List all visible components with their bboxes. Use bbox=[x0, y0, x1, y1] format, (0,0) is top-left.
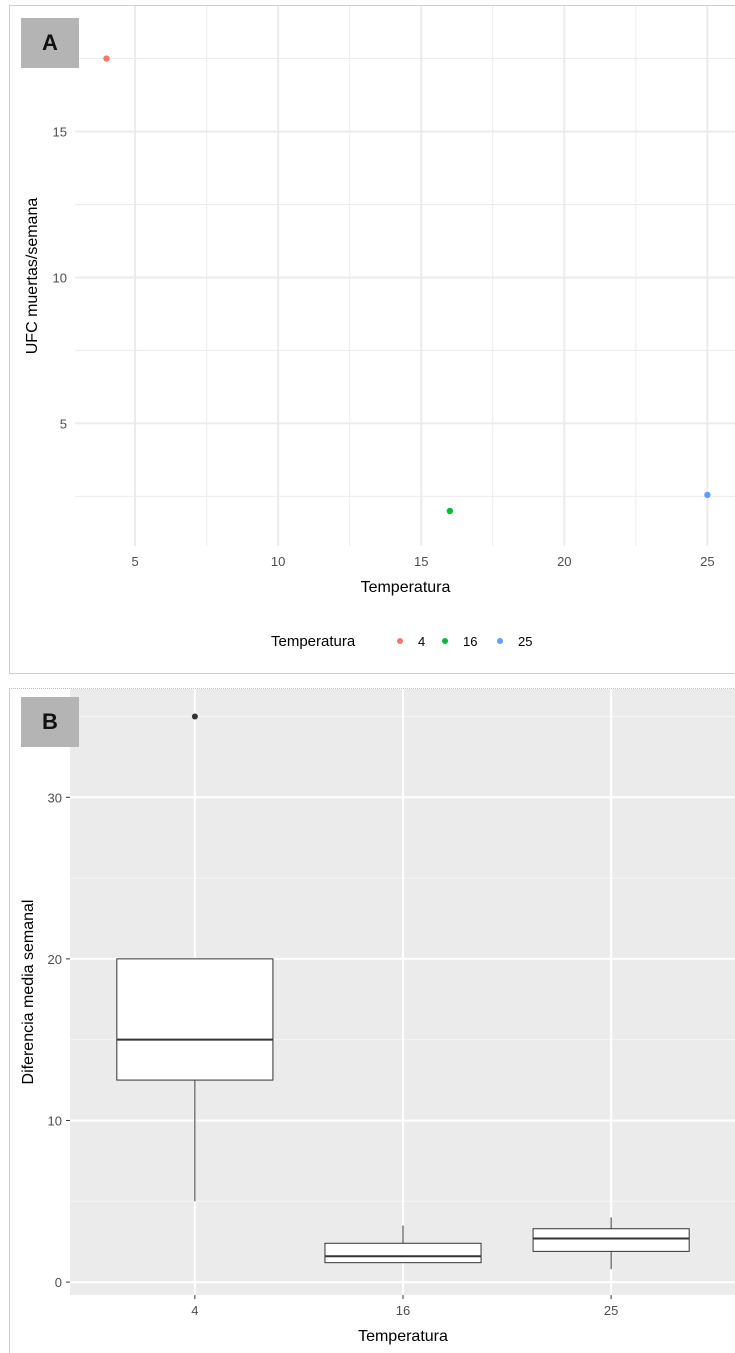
panel-b: 0 10 20 30 4 16 25 Temperatura Diferencia media … bbox=[9, 688, 735, 1353]
box-4 bbox=[116, 958, 274, 1081]
y-tick-label: 20 bbox=[48, 952, 62, 967]
y-tick-label: 0 bbox=[55, 1275, 62, 1290]
data-point-16 bbox=[446, 507, 454, 515]
x-axis-title: Temperatura bbox=[358, 1328, 448, 1345]
box-16 bbox=[324, 1242, 482, 1264]
x-axis-title: Temperatura bbox=[361, 579, 451, 596]
data-point-25 bbox=[704, 491, 711, 499]
legend-key-16 bbox=[442, 638, 448, 644]
x-tick-label: 25 bbox=[700, 554, 714, 569]
legend-key-4 bbox=[397, 638, 403, 644]
y-tick-label: 15 bbox=[53, 125, 67, 140]
y-axis-title: UFC muertas/semana bbox=[24, 198, 41, 355]
y-tick-label: 5 bbox=[60, 416, 67, 431]
x-tick-label: 15 bbox=[414, 554, 428, 569]
legend-label: 25 bbox=[518, 634, 532, 649]
y-tick-label: 30 bbox=[48, 790, 62, 805]
outlier-point bbox=[191, 713, 198, 720]
y-tick-label: 10 bbox=[53, 270, 67, 285]
legend-label: 16 bbox=[463, 634, 477, 649]
legend-key-25 bbox=[497, 638, 503, 644]
y-axis-title: Diferencia media semanal bbox=[20, 900, 37, 1085]
data-point-4 bbox=[103, 55, 110, 62]
x-tick-label: 16 bbox=[396, 1303, 410, 1318]
panel-a: 5 10 15 20 25 5 10 15 Temperatura UFC muertas/sem… bbox=[9, 5, 735, 674]
x-tick-label: 10 bbox=[271, 554, 285, 569]
x-tick-label: 5 bbox=[131, 554, 138, 569]
legend-title: Temperatura bbox=[271, 633, 356, 650]
y-tick-label: 10 bbox=[48, 1113, 62, 1128]
x-tick-label: 20 bbox=[557, 554, 571, 569]
panel-b-tag: B bbox=[21, 697, 79, 747]
x-tick-label: 4 bbox=[191, 1303, 198, 1318]
panel-a-tag: A bbox=[21, 18, 79, 68]
legend-label: 4 bbox=[418, 634, 425, 649]
boxplot-chart: 0 10 20 30 4 16 25 Temperatura Diferencia media … bbox=[20, 689, 735, 1345]
box-25 bbox=[532, 1228, 690, 1252]
x-tick-label: 25 bbox=[604, 1303, 618, 1318]
scatter-chart: 5 10 15 20 25 5 10 15 Temperatura UFC muertas/sem… bbox=[24, 6, 735, 650]
